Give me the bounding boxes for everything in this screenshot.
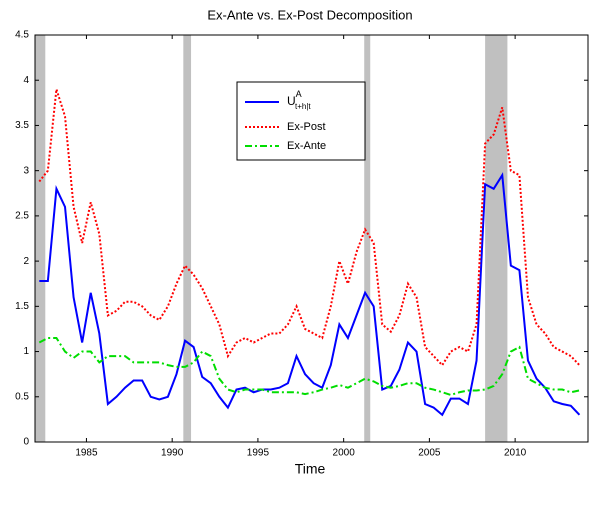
y-tick-label: 4.5 bbox=[15, 30, 29, 41]
x-tick-label: 2005 bbox=[418, 448, 441, 459]
recession-band bbox=[364, 35, 371, 442]
legend-label: Ex-Ante bbox=[287, 140, 326, 152]
series-line bbox=[39, 172, 581, 417]
plot-frame bbox=[34, 34, 589, 443]
series-line bbox=[38, 88, 581, 367]
chart-title: Ex-Ante vs. Ex-Post Decomposition bbox=[207, 7, 412, 22]
x-axis-label: Time bbox=[295, 461, 326, 477]
legend-text: Ex-Post bbox=[287, 121, 326, 133]
y-tick-label: 2 bbox=[23, 256, 29, 267]
y-tick-label: 0.5 bbox=[15, 391, 29, 402]
legend-text: U bbox=[287, 94, 296, 108]
y-tick-label: 1 bbox=[23, 346, 29, 357]
legend-label: UA t+h|t bbox=[287, 89, 311, 111]
y-tick-label: 3.5 bbox=[15, 120, 29, 131]
x-tick-label: 2010 bbox=[504, 448, 527, 459]
y-tick-label: 0 bbox=[23, 437, 29, 448]
legend-box bbox=[236, 81, 366, 161]
legend-superscript: A bbox=[296, 89, 302, 99]
legend: UA t+h|t Ex-Post Ex-Ante bbox=[236, 81, 366, 161]
legend-text: Ex-Ante bbox=[287, 140, 326, 152]
y-tick-label: 3 bbox=[23, 165, 29, 176]
legend-subscript: t+h|t bbox=[295, 102, 311, 111]
x-tick-label: 1985 bbox=[75, 448, 98, 459]
y-tick-label: 4 bbox=[23, 75, 29, 86]
x-tick-label: 1990 bbox=[161, 448, 184, 459]
y-tick-label: 1.5 bbox=[15, 301, 29, 312]
x-tick-label: 1995 bbox=[247, 448, 270, 459]
y-tick-label: 2.5 bbox=[15, 211, 29, 222]
recession-band bbox=[35, 35, 46, 442]
legend-label: Ex-Post bbox=[287, 121, 326, 133]
series-line bbox=[38, 336, 580, 397]
recession-band bbox=[485, 35, 508, 442]
recession-band bbox=[183, 35, 192, 442]
x-tick-label: 2000 bbox=[333, 448, 356, 459]
